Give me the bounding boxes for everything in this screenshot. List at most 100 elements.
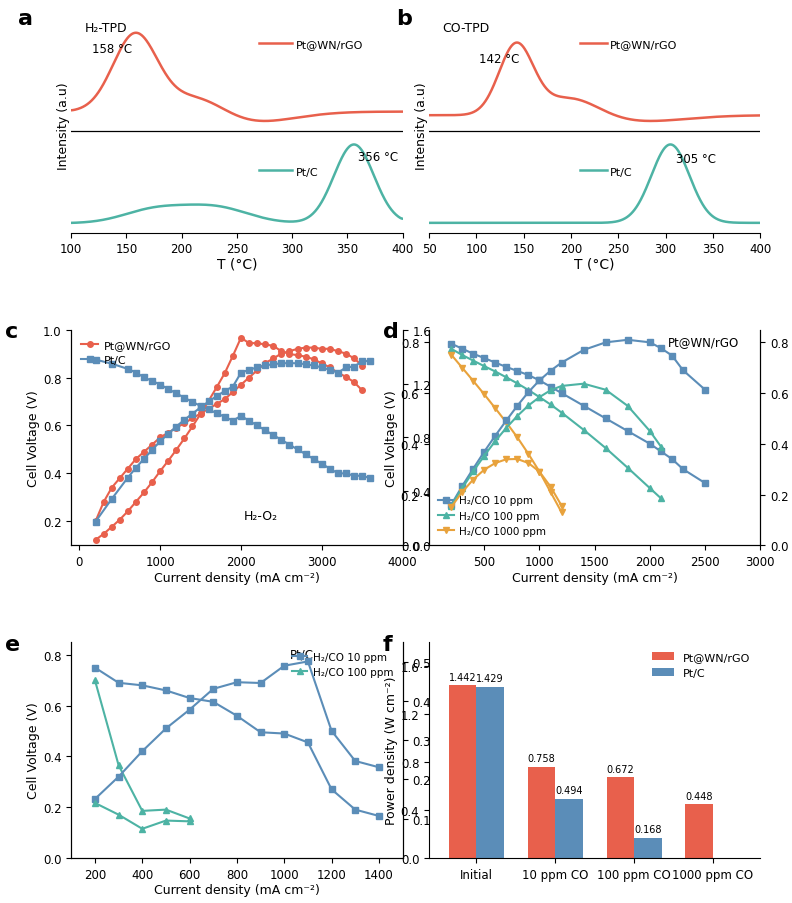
Text: e: e bbox=[5, 634, 20, 654]
Text: f: f bbox=[383, 634, 392, 654]
Pt@WN/rGO bbox=[261, 358, 270, 369]
Pt@WN/rGO bbox=[180, 418, 189, 429]
Pt/C bbox=[212, 408, 222, 419]
Pt@WN/rGO bbox=[204, 404, 213, 414]
Bar bbox=[555, 799, 583, 858]
Pt@WN/rGO bbox=[139, 447, 149, 458]
Pt@WN/rGO bbox=[188, 414, 197, 424]
Pt/C bbox=[228, 415, 238, 426]
H₂/CO 100 ppm bbox=[490, 367, 500, 377]
Line: H₂/CO 100 ppm: H₂/CO 100 ppm bbox=[92, 678, 192, 822]
Y-axis label: Power density (W cm⁻²): Power density (W cm⁻²) bbox=[436, 372, 447, 504]
Pt@WN/rGO bbox=[147, 440, 157, 451]
Bar bbox=[607, 777, 634, 858]
Bar bbox=[527, 768, 555, 858]
Pt@WN/rGO bbox=[123, 463, 132, 474]
Pt/C bbox=[139, 372, 149, 383]
H₂/CO 100 ppm bbox=[623, 463, 633, 474]
Line: H₂/CO 100 ppm: H₂/CO 100 ppm bbox=[448, 347, 664, 501]
Pt@WN/rGO bbox=[220, 395, 230, 405]
H₂/CO 10 ppm bbox=[678, 464, 687, 475]
H₂/CO 100 ppm bbox=[447, 344, 456, 355]
Y-axis label: Power density (W cm⁻²): Power density (W cm⁻²) bbox=[385, 676, 398, 824]
Text: Pt/C: Pt/C bbox=[295, 168, 318, 178]
Pt/C bbox=[220, 412, 230, 423]
Pt/C bbox=[147, 376, 157, 386]
H₂/CO 100 ppm bbox=[479, 361, 489, 372]
H₂/CO 1000 ppm bbox=[468, 376, 478, 386]
H₂/CO 10 ppm bbox=[490, 358, 500, 368]
H₂/CO 1000 ppm bbox=[490, 404, 500, 414]
Y-axis label: Intensity (a.u): Intensity (a.u) bbox=[415, 82, 428, 170]
H₂/CO 10 ppm bbox=[535, 376, 544, 386]
Pt/C bbox=[180, 393, 189, 404]
Pt/C bbox=[188, 397, 197, 408]
H₂/CO 1000 ppm bbox=[501, 417, 511, 428]
Pt@WN/rGO bbox=[293, 344, 303, 355]
Pt/C bbox=[341, 469, 351, 479]
H₂/CO 100 ppm bbox=[645, 483, 655, 494]
H₂/CO 10 ppm bbox=[657, 446, 666, 457]
H₂/CO 100 ppm bbox=[579, 425, 588, 436]
H₂/CO 100 ppm bbox=[114, 760, 124, 771]
H₂/CO 10 ppm bbox=[546, 382, 555, 393]
H₂/CO 100 ppm bbox=[535, 392, 544, 403]
H₂/CO 10 ppm bbox=[700, 478, 710, 489]
H₂/CO 10 ppm bbox=[601, 414, 611, 424]
H₂/CO 10 ppm bbox=[232, 711, 242, 721]
Pt@WN/rGO bbox=[172, 423, 181, 433]
H₂/CO 100 ppm bbox=[546, 400, 555, 411]
H₂/CO 1000 ppm bbox=[535, 467, 544, 478]
Text: Pt@WN/rGO: Pt@WN/rGO bbox=[610, 41, 677, 51]
Pt@WN/rGO bbox=[317, 344, 326, 355]
H₂/CO 10 ppm bbox=[512, 366, 522, 377]
Pt@WN/rGO bbox=[268, 354, 278, 365]
Pt@WN/rGO bbox=[325, 344, 334, 355]
Text: a: a bbox=[18, 9, 33, 30]
Pt/C bbox=[155, 379, 165, 390]
Pt/C bbox=[91, 355, 101, 366]
Text: 142 °C: 142 °C bbox=[479, 53, 520, 66]
H₂/CO 100 ppm bbox=[557, 408, 566, 419]
Text: 158 °C: 158 °C bbox=[92, 43, 132, 56]
Text: d: d bbox=[383, 321, 398, 341]
H₂/CO 100 ppm bbox=[501, 373, 511, 384]
Y-axis label: Power density (W cm⁻²): Power density (W cm⁻²) bbox=[436, 684, 447, 816]
Pt/C bbox=[293, 444, 303, 455]
Pt/C bbox=[131, 368, 141, 378]
Pt/C bbox=[357, 470, 367, 481]
Pt@WN/rGO bbox=[236, 380, 246, 391]
H₂/CO 100 ppm bbox=[162, 805, 171, 815]
Pt@WN/rGO bbox=[349, 354, 359, 365]
Line: H₂/CO 10 ppm: H₂/CO 10 ppm bbox=[92, 666, 382, 819]
Pt@WN/rGO bbox=[341, 349, 351, 359]
H₂/CO 10 ppm bbox=[458, 344, 467, 355]
H₂/CO 10 ppm bbox=[90, 663, 100, 674]
Legend: Pt@WN/rGO, Pt/C: Pt@WN/rGO, Pt/C bbox=[647, 648, 755, 683]
Y-axis label: Cell Voltage (V): Cell Voltage (V) bbox=[27, 389, 40, 487]
Pt/C bbox=[276, 435, 286, 446]
Text: Pt/C: Pt/C bbox=[610, 168, 633, 178]
H₂/CO 1000 ppm bbox=[479, 389, 489, 400]
H₂/CO 10 ppm bbox=[303, 737, 313, 748]
Text: Pt@WN/rGO: Pt@WN/rGO bbox=[295, 41, 363, 51]
Pt@WN/rGO bbox=[276, 349, 286, 359]
Pt@WN/rGO bbox=[115, 473, 124, 484]
H₂/CO 100 ppm bbox=[468, 356, 478, 367]
X-axis label: Current density (mA cm⁻²): Current density (mA cm⁻²) bbox=[154, 883, 320, 897]
H₂/CO 10 ppm bbox=[138, 680, 147, 691]
H₂/CO 10 ppm bbox=[479, 353, 489, 364]
Text: Pt@WN/rGO: Pt@WN/rGO bbox=[668, 335, 739, 349]
H₂/CO 10 ppm bbox=[208, 696, 218, 707]
Pt/C bbox=[236, 411, 246, 422]
Pt@WN/rGO bbox=[212, 399, 222, 410]
Pt/C bbox=[365, 473, 375, 484]
Pt/C bbox=[107, 358, 116, 369]
Pt@WN/rGO bbox=[333, 347, 343, 358]
H₂/CO 10 ppm bbox=[524, 370, 533, 381]
Text: CO-TPD: CO-TPD bbox=[442, 23, 489, 35]
Pt/C bbox=[172, 388, 181, 399]
Text: 0.448: 0.448 bbox=[685, 791, 713, 801]
H₂/CO 10 ppm bbox=[256, 727, 265, 738]
H₂/CO 100 ppm bbox=[458, 350, 467, 361]
